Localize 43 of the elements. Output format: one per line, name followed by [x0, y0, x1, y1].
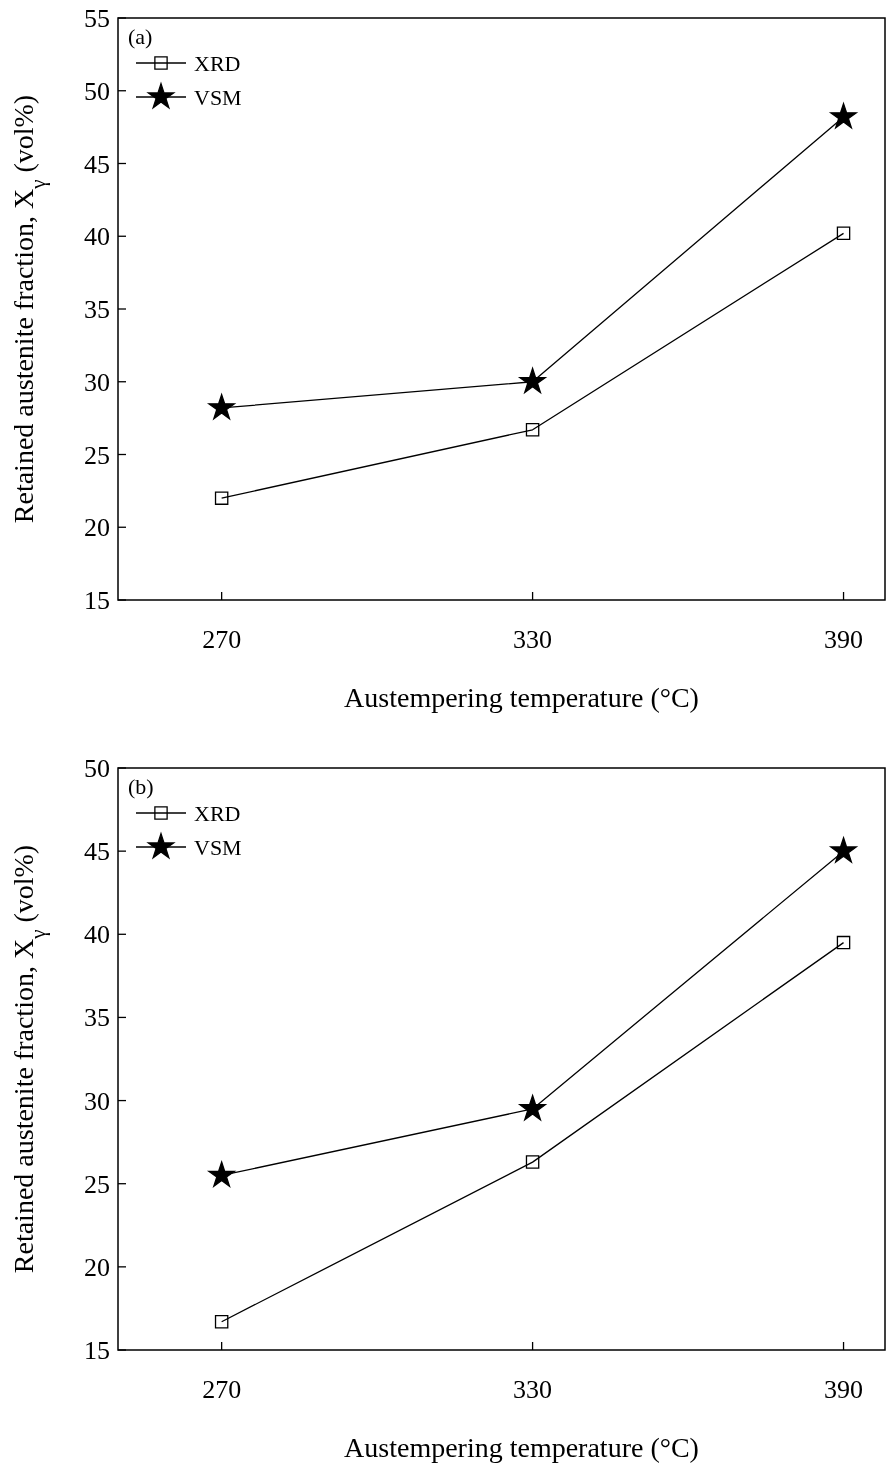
- y-tick-label: 50: [84, 754, 110, 783]
- legend-label: VSM: [194, 835, 242, 860]
- y-tick-label: 25: [84, 440, 110, 470]
- point: [208, 393, 235, 420]
- y-tick-label: 40: [84, 920, 110, 950]
- point: [830, 837, 857, 863]
- point: [836, 226, 851, 241]
- y-tick-label: 25: [84, 1169, 110, 1199]
- x-tick-label: 270: [202, 1375, 242, 1404]
- y-tick-label: 30: [84, 367, 110, 397]
- point: [525, 422, 540, 437]
- point: [525, 1155, 540, 1169]
- y-tick-label: 15: [84, 586, 110, 615]
- legend-label: XRD: [194, 801, 241, 826]
- annotation: (a): [128, 24, 153, 49]
- y-tick-label: 40: [84, 222, 110, 252]
- y-tick-label: 20: [84, 1252, 110, 1282]
- x-tick-label: 330: [513, 625, 553, 654]
- point: [208, 1161, 235, 1187]
- y-tick-label: 20: [84, 513, 110, 543]
- x-tick-label: 330: [513, 1375, 553, 1404]
- y-tick-label: 30: [84, 1086, 110, 1116]
- y-tick-label: 55: [84, 4, 110, 33]
- y-tick-label: 45: [84, 837, 110, 867]
- point: [214, 1314, 229, 1329]
- y-tick-label: 35: [84, 295, 110, 324]
- y-tick-label: 15: [84, 1336, 110, 1365]
- y-tick-label: 45: [84, 149, 110, 179]
- point: [519, 1094, 546, 1121]
- y-tick-label: 50: [84, 76, 110, 106]
- legend-label: XRD: [194, 51, 241, 76]
- point: [519, 367, 546, 394]
- x-tick-label: 270: [202, 625, 242, 654]
- y-tick-label: 35: [84, 1003, 110, 1033]
- x-tick-label: 390: [824, 1375, 864, 1404]
- point: [836, 935, 851, 950]
- x-axis-title: Austempering temperature (°C): [344, 682, 699, 713]
- point: [214, 491, 229, 505]
- legend-label: VSM: [194, 85, 242, 110]
- x-axis-title: Austempering temperature (°C): [344, 1432, 699, 1463]
- point: [830, 102, 857, 129]
- x-tick-label: 390: [824, 625, 864, 654]
- annotation: (b): [128, 774, 154, 799]
